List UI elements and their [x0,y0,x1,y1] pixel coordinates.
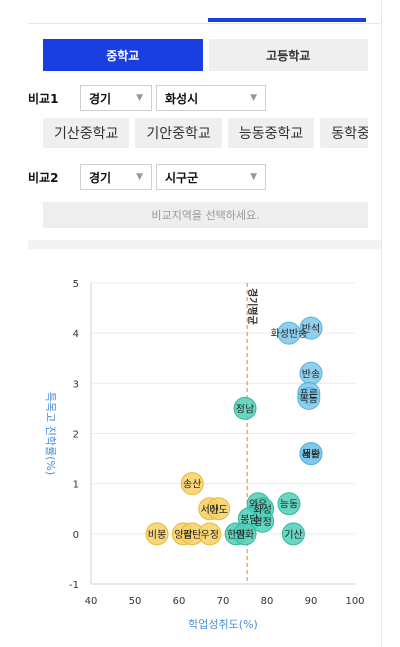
y-tick-label: 5 [73,279,79,290]
data-point-label: 화성 [253,504,271,516]
data-point-label: 정남 [236,403,254,415]
x-tick-label: 60 [173,596,186,607]
tab-middle-school[interactable]: 중학교 [43,39,203,71]
reference-line-label: 경기평균 [246,288,259,325]
x-tick-label: 40 [85,596,98,607]
data-point-label: 동탄 [302,449,320,461]
data-point [251,509,275,533]
y-tick-label: 3 [73,379,79,390]
data-point-label: 마도 [209,504,227,516]
school-chip-list: 기산중학교 기안중학교 능동중학교 동학중 [43,118,368,150]
top-tab-indicator [208,18,366,22]
compare1-city-select[interactable]: 화성시 ▼ [156,85,266,111]
compare1-region-select[interactable]: 경기 ▼ [80,85,152,111]
compare1-label: 비교1 [28,91,59,106]
chevron-down-icon: ▼ [250,93,257,103]
data-point-label: 봉담 [240,514,258,526]
data-point-label: 능동 [280,499,298,511]
data-point [233,396,257,420]
y-tick-label: 2 [73,430,79,441]
data-point-label: 푸른 [300,388,318,400]
data-point-label: 화성반송 [271,328,308,340]
x-tick-label: 70 [217,596,230,607]
chevron-down-icon: ▼ [250,172,257,182]
data-point [297,386,321,410]
y-tick-label: 1 [73,480,79,491]
data-point-label: 반송 [302,368,320,380]
y-tick-label: 4 [73,329,79,340]
data-point-label: 비봉 [148,529,166,541]
data-point-label: 송산 [183,479,201,491]
compare-notice: 비교지역을 선택하세요. [43,202,368,228]
y-tick-label: -1 [69,580,79,591]
school-level-tabs: 중학교 고등학교 [43,39,368,71]
school-chip[interactable]: 기산중학교 [43,118,130,148]
data-point-label: 기산 [284,529,302,541]
x-tick-label: 50 [129,596,142,607]
school-chip[interactable]: 능동중학교 [227,118,315,148]
data-point-label: 반석 [302,323,320,335]
data-point-label: 양감 [174,529,192,541]
data-point [233,522,257,546]
compare1-row: 비교1 경기 ▼ 화성시 ▼ [28,85,270,111]
panel-divider [381,0,382,647]
compare2-region-select[interactable]: 경기 ▼ [80,164,152,190]
data-point [299,316,323,340]
data-point [277,321,301,345]
data-point [180,472,204,496]
compare1-city-value: 화성시 [165,91,199,106]
data-point-label: 서신 [201,504,219,516]
compare2-region-value: 경기 [89,170,112,185]
x-tick-label: 80 [261,596,274,607]
y-tick-label: 0 [73,530,79,541]
x-axis-label: 학업성취도(%) [188,618,258,631]
data-point [277,492,301,516]
data-point [281,522,305,546]
section-separator [28,240,381,249]
compare2-city-value: 시구군 [165,170,199,185]
x-tick-label: 90 [305,596,318,607]
data-point-label: 한림 [227,529,245,541]
compare2-city-select[interactable]: 시구군 ▼ [156,164,266,190]
data-point [198,522,222,546]
data-point [299,442,323,466]
data-point-label: 팔탄 [183,529,201,541]
school-chip[interactable]: 동학중 [320,118,368,148]
y-axis-label: 특목고 진학률(%) [44,392,57,475]
tab-high-school[interactable]: 고등학교 [208,39,368,71]
compare2-row: 비교2 경기 ▼ 시구군 ▼ [28,164,270,190]
data-point-label: 명정 [253,516,271,528]
chevron-down-icon: ▼ [136,172,143,182]
compare2-label: 비교2 [28,170,59,185]
data-point-label: 새솔 [302,449,320,461]
data-point-label: 우정 [201,529,219,541]
data-point [145,522,169,546]
school-chip[interactable]: 기안중학교 [135,118,222,148]
top-divider [28,23,380,24]
data-point [207,497,231,521]
x-tick-label: 100 [345,596,364,607]
data-point-label: 목동 [300,393,318,405]
compare1-region-value: 경기 [89,91,112,106]
chevron-down-icon: ▼ [136,93,143,103]
data-point-label: 안화 [236,529,254,541]
data-point-label: 와우 [249,499,267,511]
